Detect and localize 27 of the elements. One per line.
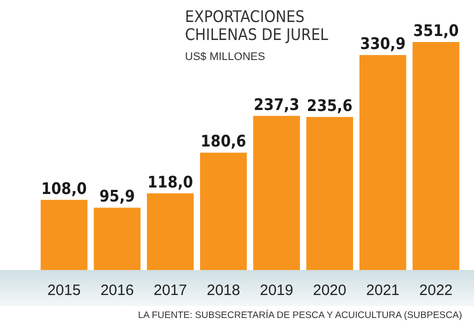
chart-title: EXPORTACIONES CHILENAS DE JUREL [185, 7, 328, 44]
bar [94, 208, 141, 270]
x-tick-label: 2019 [260, 282, 294, 299]
bar [200, 152, 247, 270]
x-tick-label: 2018 [206, 282, 240, 299]
bar [40, 200, 88, 270]
data-label: 180,6 [200, 132, 246, 151]
x-tick-label: 2021 [366, 282, 400, 299]
bar [146, 193, 194, 270]
data-label: 118,0 [148, 172, 194, 192]
bar [412, 42, 460, 270]
bar [253, 116, 300, 270]
x-tick-label: 2017 [154, 282, 187, 299]
x-tick-label: 2022 [419, 282, 453, 299]
bar [359, 55, 406, 270]
x-tick-label: 2015 [47, 282, 81, 299]
data-label: 330,9 [360, 34, 406, 54]
text: US$ MILLONES [185, 51, 266, 63]
data-label: 108,0 [41, 178, 87, 198]
data-label: 95,9 [99, 186, 135, 206]
text: LA FUENTE: SUBSECRETARÍA DE PESCA Y ACUICULTURA (SUBPESCA) [138, 309, 462, 321]
data-label: 351,0 [413, 21, 459, 40]
x-tick-label: 2020 [313, 282, 346, 299]
x-tick-label: 2016 [100, 282, 134, 299]
data-label: 235,6 [306, 96, 352, 115]
bar [306, 116, 354, 270]
data-label: 237,3 [254, 94, 300, 114]
